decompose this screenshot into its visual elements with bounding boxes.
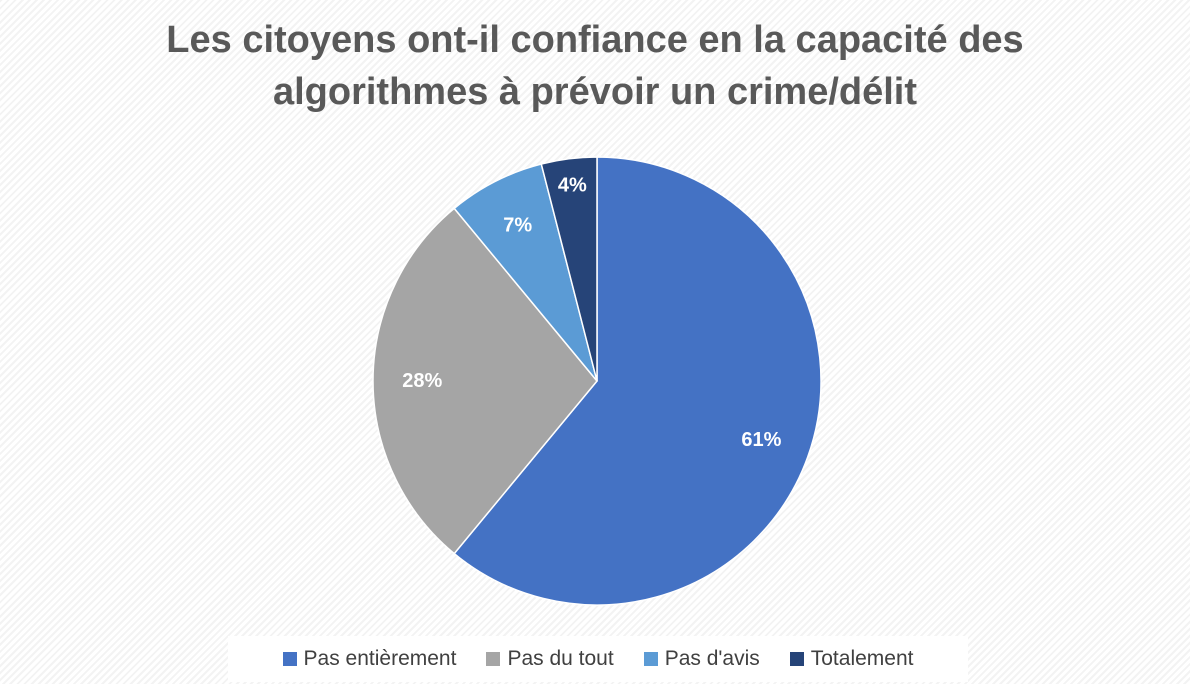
legend-item-pas-entierement: Pas entièrement — [282, 647, 457, 671]
data-label-pas-d-avis: 7% — [503, 214, 532, 236]
chart-legend: Pas entièrement Pas du tout Pas d'avis Tota… — [228, 636, 968, 682]
legend-label: Pas du tout — [507, 647, 614, 670]
legend-item-totalement: Totalement — [789, 647, 914, 671]
legend-swatch — [282, 652, 297, 666]
data-label-pas-entierement: 61% — [741, 429, 781, 451]
legend-item-pas-d-avis: Pas d'avis — [643, 647, 760, 671]
legend-swatch — [486, 652, 501, 666]
pie-slice-pas-du-tout — [372, 207, 598, 555]
legend-swatch — [643, 652, 658, 666]
pie-slice-totalement — [540, 156, 598, 382]
chart-title: Les citoyens ont-il confiance en la capa… — [0, 14, 1190, 118]
data-label-pas-du-tout: 28% — [402, 370, 442, 392]
legend-label: Totalement — [810, 647, 914, 670]
pie-slice-pas-entierement — [453, 156, 822, 606]
chart-title-line-2: algorithmes à prévoir un crime/délit — [272, 71, 918, 113]
data-label-totalement: 4% — [558, 174, 587, 196]
legend-label: Pas d'avis — [664, 647, 760, 670]
chart-title-line-1: Les citoyens ont-il confiance en la capa… — [166, 19, 1024, 61]
legend-item-pas-du-tout: Pas du tout — [486, 647, 614, 671]
legend-swatch — [789, 652, 804, 666]
legend-label: Pas entièrement — [303, 647, 457, 670]
